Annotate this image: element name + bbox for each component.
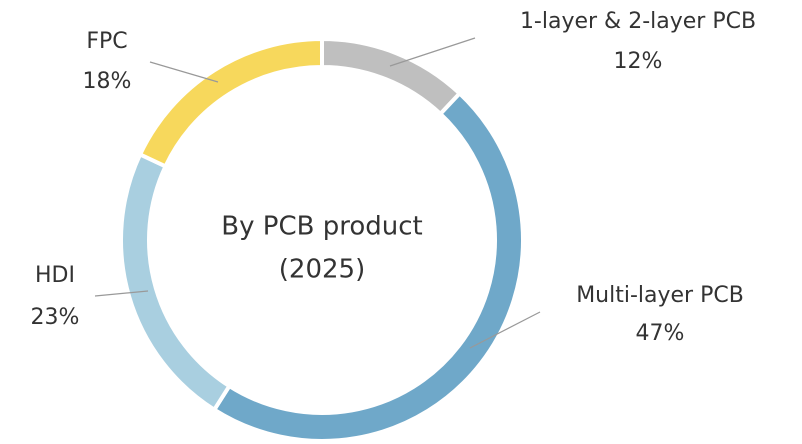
slice-label: 1-layer & 2-layer PCB [520, 9, 756, 34]
slice-value-label: 12% [614, 49, 663, 74]
slice-label: FPC [86, 29, 127, 54]
donut-slice [211, 90, 525, 443]
slice-label: Multi-layer PCB [576, 283, 744, 308]
slice-value-label: 23% [31, 305, 80, 330]
donut-slice [137, 36, 324, 170]
leader-line [94, 290, 149, 297]
chart-title: By PCB product [221, 212, 422, 242]
leader-line [149, 61, 219, 83]
leader-line [469, 311, 541, 349]
slice-value-label: 18% [83, 69, 132, 94]
donut-slice [119, 151, 233, 413]
slice-value-label: 47% [636, 321, 685, 346]
leader-line [389, 37, 476, 67]
chart-subtitle: (2025) [279, 255, 365, 285]
slice-label: HDI [35, 263, 75, 288]
